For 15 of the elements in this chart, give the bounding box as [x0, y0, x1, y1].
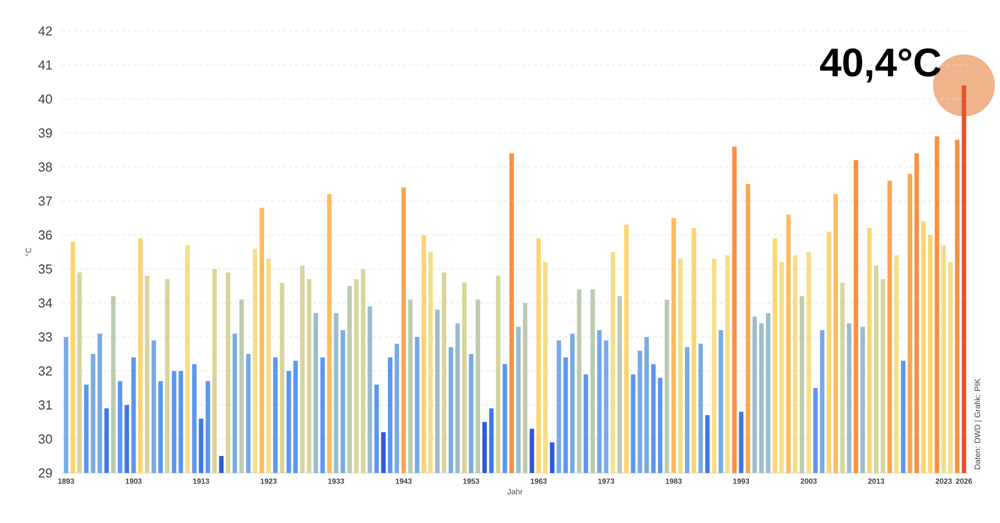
- y-tick-label: 34: [38, 298, 52, 308]
- y-tick-label: 41: [38, 60, 52, 70]
- y-tick-label: 39: [38, 128, 52, 138]
- y-tick-label: 36: [38, 230, 52, 240]
- y-tick-label: 31: [38, 400, 52, 410]
- y-tick-label: 40: [38, 94, 52, 104]
- y-tick-label: 29: [38, 468, 52, 478]
- y-tick-label: 35: [38, 264, 52, 274]
- y-tick-label: 42: [38, 26, 52, 36]
- y-tick-label: 38: [38, 162, 52, 172]
- y-tick-label: 37: [38, 196, 52, 206]
- annotation: 40,4°C: [820, 48, 941, 82]
- y-tick-label: 33: [38, 332, 52, 342]
- y-tick-label: 32: [38, 366, 52, 376]
- y-tick-label: 30: [38, 434, 52, 444]
